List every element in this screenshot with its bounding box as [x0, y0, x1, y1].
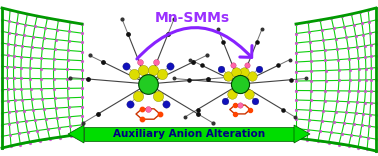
Point [292, 116, 298, 118]
Point [194, 108, 200, 111]
Point [87, 54, 93, 57]
Point [228, 93, 234, 95]
Point [230, 64, 236, 67]
FancyArrowPatch shape [137, 28, 252, 59]
Point [223, 76, 229, 79]
Point [303, 77, 309, 80]
Point [95, 113, 101, 115]
Point [252, 100, 258, 102]
Polygon shape [294, 125, 310, 143]
Point [232, 104, 238, 106]
Point [275, 64, 281, 67]
Point [249, 74, 255, 77]
Point [222, 100, 228, 102]
Point [182, 116, 188, 118]
Point [210, 122, 216, 124]
Point [150, 69, 156, 71]
Point [233, 71, 239, 73]
Point [237, 104, 243, 107]
Point [215, 27, 221, 30]
Point [187, 58, 193, 61]
Point [199, 64, 205, 67]
Point [155, 95, 161, 97]
Point [100, 61, 106, 63]
Polygon shape [68, 125, 84, 143]
Point [145, 108, 151, 110]
Point [220, 40, 226, 43]
Point [259, 27, 265, 30]
Point [203, 54, 209, 57]
Point [225, 74, 231, 77]
Point [205, 78, 211, 80]
Point [232, 113, 238, 115]
Point [80, 122, 86, 124]
Point [195, 113, 201, 115]
Point [145, 83, 151, 85]
Point [218, 67, 224, 70]
Point [244, 64, 250, 67]
Point [119, 18, 125, 20]
Point [131, 73, 137, 75]
Point [287, 58, 293, 61]
Point [127, 103, 133, 105]
Point [159, 73, 165, 75]
Point [190, 61, 196, 63]
Text: Mn-SMMs: Mn-SMMs [155, 11, 229, 25]
Point [256, 67, 262, 70]
Point [139, 107, 145, 110]
Point [245, 93, 251, 95]
Point [165, 33, 171, 35]
Point [254, 40, 260, 43]
Point [237, 83, 243, 85]
Point [167, 65, 173, 67]
Point [186, 78, 192, 81]
Text: Auxiliary Anion Alteration: Auxiliary Anion Alteration [113, 129, 265, 139]
Point [140, 69, 146, 71]
Point [241, 71, 247, 73]
FancyBboxPatch shape [84, 127, 294, 141]
Point [137, 61, 143, 63]
Point [67, 76, 73, 79]
Point [163, 103, 169, 105]
Point [171, 18, 177, 20]
Point [135, 95, 141, 97]
Point [247, 108, 253, 111]
Point [279, 108, 285, 111]
Point [153, 61, 159, 63]
Point [125, 33, 131, 35]
Point [288, 78, 294, 81]
Point [85, 78, 91, 80]
Point [123, 65, 129, 67]
Point [171, 77, 177, 80]
Point [157, 113, 163, 115]
Point [139, 118, 145, 120]
